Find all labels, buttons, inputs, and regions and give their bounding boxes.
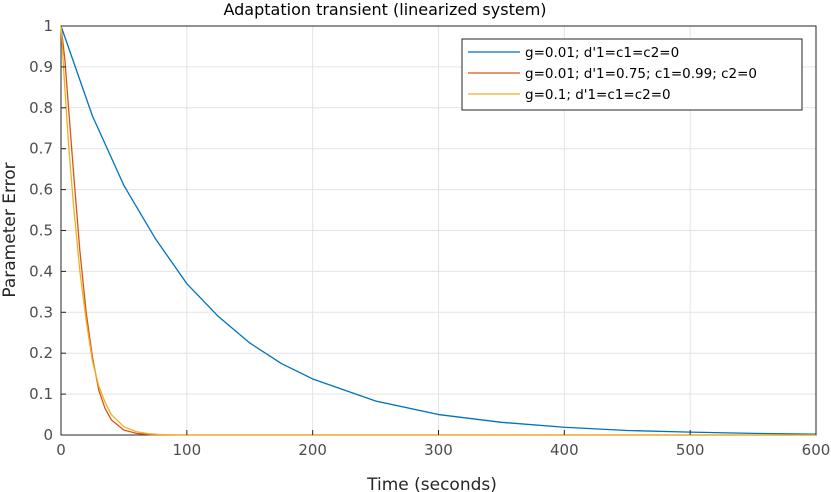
y-axis-title: Parameter Error [0,162,20,297]
y-tick-label: 0.6 [29,181,53,199]
axis-ticks: 0 100 200 300 400 500 600 0 0.1 0.2 0.3 0.4 0.5 0.6 0.… [29,17,830,459]
y-tick-label: 0.8 [29,99,53,117]
chart-title: Adaptation transient (linearized system) [223,0,546,19]
legend-box [461,38,803,111]
series-layer [60,25,817,436]
series-line-1 [60,25,817,435]
y-tick-label: 0 [43,426,53,444]
y-tick-label: 1 [43,17,53,35]
x-tick-label: 300 [424,441,453,459]
y-tick-label: 0.3 [29,303,53,321]
legend-label-2: g=0.01; d'1=0.75; c1=0.99; c2=0 [525,66,757,82]
y-tick-label: 0.1 [29,385,53,403]
x-tick-label: 0 [56,441,66,459]
legend-label-1: g=0.01; d'1=c1=c2=0 [525,45,679,61]
x-tick-label: 200 [298,441,327,459]
y-tick-label: 0.5 [29,222,53,240]
x-tick-label: 600 [802,441,831,459]
legend-label-3: g=0.1; d'1=c1=c2=0 [525,87,671,103]
series-line-3 [60,25,816,436]
x-axis-title: Time (seconds) [366,475,497,492]
y-tick-label: 0.7 [29,140,53,158]
x-tick-label: 100 [173,441,202,459]
x-tick-label: 400 [550,441,579,459]
y-tick-label: 0.4 [29,262,53,280]
y-tick-label: 0.9 [29,58,53,76]
y-tick-label: 0.2 [29,344,53,362]
legend: g=0.01; d'1=c1=c2=0 g=0.01; d'1=0.75; c1=… [461,38,803,111]
x-tick-label: 500 [676,441,705,459]
